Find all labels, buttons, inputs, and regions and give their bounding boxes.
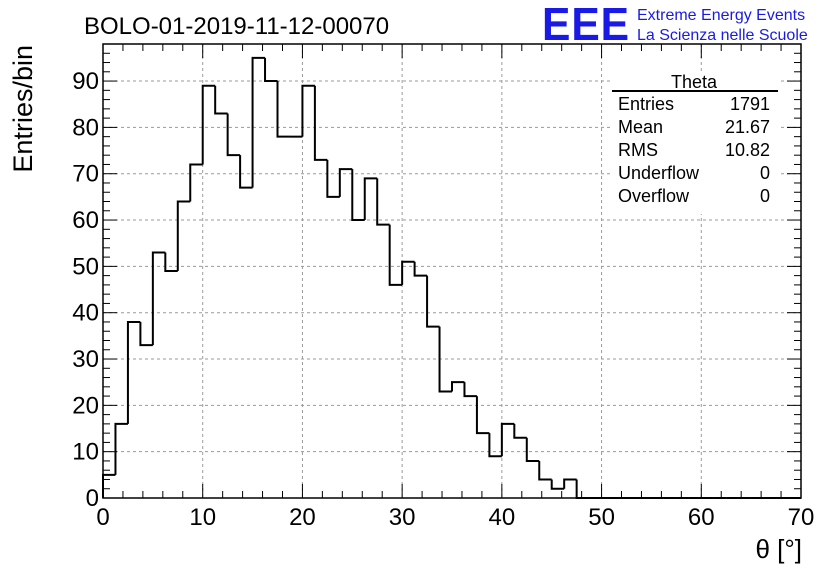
histogram-bin xyxy=(313,85,328,161)
eee-logo: EEE Extreme Energy Events La Scienza nel… xyxy=(542,0,808,50)
x-tick-label: 60 xyxy=(688,504,715,531)
y-tick-label: 60 xyxy=(72,207,99,234)
y-tick-label: 80 xyxy=(72,114,99,141)
histogram-bin xyxy=(139,321,153,347)
logo-line-1: Extreme Energy Events xyxy=(637,7,805,24)
histogram-bin xyxy=(363,177,378,221)
histogram-bin xyxy=(575,479,590,499)
stats-rows: Entries 1791 Mean 21.67 RMS 10.82 Underflow 0 Ov… xyxy=(618,94,770,206)
histogram-bin xyxy=(301,84,315,137)
y-tick-label: 70 xyxy=(72,161,99,188)
stats-title: Theta xyxy=(671,72,718,92)
y-axis-label: Entries/bin xyxy=(8,45,38,173)
histogram-bin xyxy=(463,382,477,398)
histogram-bin xyxy=(214,85,228,115)
histogram-bin xyxy=(102,473,116,498)
histogram-bin xyxy=(114,422,128,475)
x-tick-label: 40 xyxy=(489,504,516,531)
histogram-bin xyxy=(438,326,452,393)
histogram-bin xyxy=(201,84,216,165)
histogram-bin xyxy=(550,479,565,490)
axes xyxy=(102,43,802,499)
logo-mark: EEE xyxy=(542,0,630,50)
y-tick-label: 20 xyxy=(72,392,99,419)
stats-row-value: 1791 xyxy=(730,94,770,114)
x-tick-label: 70 xyxy=(788,504,815,531)
plot-frame xyxy=(102,43,802,499)
histogram-bin xyxy=(351,169,365,222)
histogram-bars xyxy=(102,56,801,499)
histogram-bin xyxy=(513,423,527,439)
histogram-bin xyxy=(401,260,415,285)
histogram-bin xyxy=(413,261,428,277)
x-tick-label: 20 xyxy=(289,504,316,531)
stats-row-value: 0 xyxy=(760,186,770,206)
stats-row-label: Entries xyxy=(618,94,674,114)
stats-box: Theta Entries 1791 Mean 21.67 RMS 10.82 Underf… xyxy=(610,72,778,214)
histogram-bin xyxy=(326,159,340,198)
histogram-bin xyxy=(276,81,290,138)
histogram-bin xyxy=(488,433,502,458)
histogram-bin xyxy=(525,437,540,462)
histogram-bin xyxy=(126,320,141,424)
histogram-bin xyxy=(251,56,266,188)
histogram-bin xyxy=(239,155,253,189)
y-tick-label: 30 xyxy=(72,346,99,373)
histogram-bin xyxy=(563,478,577,489)
grid-lines xyxy=(103,44,801,498)
y-tick-label: 10 xyxy=(72,439,99,466)
x-tick-label: 0 xyxy=(96,504,109,531)
x-tick-label: 50 xyxy=(588,504,615,531)
histogram-bin xyxy=(226,113,241,157)
y-tick-label: 90 xyxy=(72,68,99,95)
y-tick-label: 50 xyxy=(72,253,99,280)
stats-row-label: Underflow xyxy=(618,163,700,183)
histogram-bin xyxy=(426,275,440,328)
stats-row-label: Mean xyxy=(618,117,663,137)
histogram-bin xyxy=(164,252,178,272)
histogram-bin xyxy=(376,178,390,226)
stats-row-value: 10.82 xyxy=(725,140,770,160)
stats-row-value: 21.67 xyxy=(725,117,770,137)
histogram-bin xyxy=(451,381,465,392)
histogram-bin xyxy=(189,163,203,202)
histogram-bin xyxy=(538,460,552,481)
histogram-bin xyxy=(264,57,278,83)
stats-row-value: 0 xyxy=(760,163,770,183)
histogram-bin xyxy=(176,200,191,271)
y-tick-label: 0 xyxy=(86,485,99,512)
histogram-bin xyxy=(151,251,166,346)
tick-labels: 0 10 20 30 40 50 60 70 0 10 20 30 40 50 60 70 80 90 xyxy=(72,68,814,531)
histogram-bin xyxy=(500,422,515,457)
stats-row-label: Overflow xyxy=(618,186,690,206)
histogram-bin xyxy=(338,168,353,197)
histogram-bin xyxy=(475,396,490,435)
chart-title: BOLO-01-2019-11-12-00070 xyxy=(84,13,389,40)
logo-line-2: La Scienza nelle Scuole xyxy=(637,27,808,44)
x-tick-label: 30 xyxy=(389,504,416,531)
x-tick-label: 10 xyxy=(189,504,216,531)
y-tick-label: 40 xyxy=(72,300,99,327)
x-axis-label: θ [°] xyxy=(755,534,802,564)
histogram-bin xyxy=(388,224,403,286)
stats-row-label: RMS xyxy=(618,140,658,160)
stats-box-background xyxy=(610,74,778,214)
